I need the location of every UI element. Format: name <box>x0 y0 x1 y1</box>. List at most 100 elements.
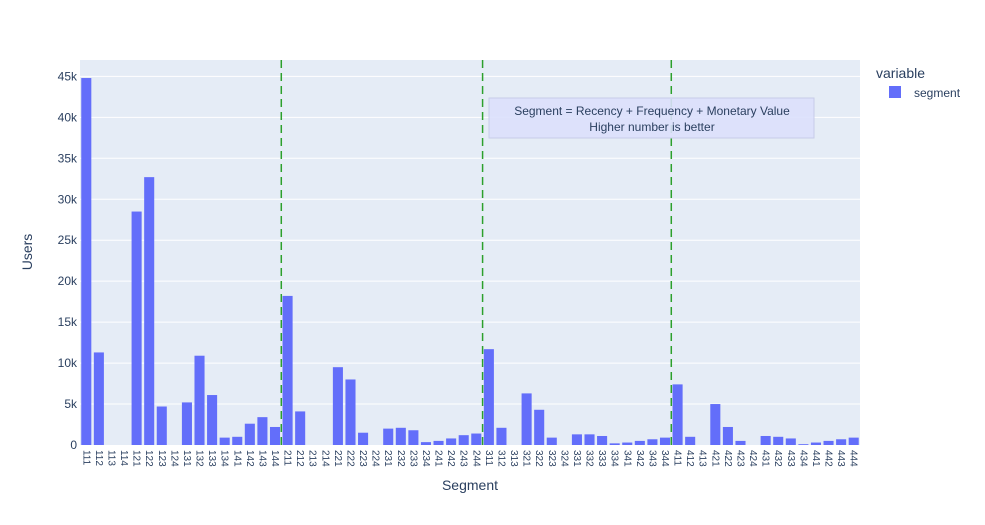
bar-143[interactable] <box>257 417 268 445</box>
bar-333[interactable] <box>597 435 608 445</box>
y-tick-label: 35k <box>58 151 78 165</box>
x-tick-label: 342 <box>634 450 645 467</box>
bar-242[interactable] <box>446 438 457 445</box>
x-tick-label: 133 <box>206 450 217 467</box>
bar-322[interactable] <box>534 409 545 445</box>
x-tick-label: 232 <box>395 450 406 467</box>
bar-312[interactable] <box>496 427 507 445</box>
x-tick-label: 331 <box>571 450 582 467</box>
bar-222[interactable] <box>345 379 356 445</box>
bar-431[interactable] <box>760 435 771 445</box>
x-tick-labels: 111 112 113 114 121 122 123 124 131 132 133 134 141 1… <box>80 450 858 467</box>
bar-121[interactable] <box>131 211 142 445</box>
bar-443[interactable] <box>836 439 847 445</box>
bar-221[interactable] <box>332 367 343 445</box>
x-tick-label: 421 <box>709 450 720 467</box>
bar-311[interactable] <box>483 349 494 445</box>
x-tick-label: 424 <box>747 450 758 467</box>
bar-132[interactable] <box>194 355 205 445</box>
x-tick-label: 141 <box>231 450 242 467</box>
annotation-line-2: Higher number is better <box>589 120 714 134</box>
y-tick-label: 30k <box>58 192 78 206</box>
x-tick-label: 221 <box>332 450 343 467</box>
bar-211[interactable] <box>282 295 293 445</box>
x-tick-label: 344 <box>659 450 670 467</box>
bar-323[interactable] <box>546 437 557 445</box>
bar-142[interactable] <box>244 423 255 445</box>
x-tick-label: 442 <box>823 450 834 467</box>
x-tick-label: 422 <box>722 450 733 467</box>
bar-133[interactable] <box>207 395 218 445</box>
x-tick-label: 244 <box>470 450 481 467</box>
x-tick-label: 132 <box>194 450 205 467</box>
bar-243[interactable] <box>458 435 469 445</box>
x-tick-label: 322 <box>533 450 544 467</box>
bar-223[interactable] <box>358 432 369 445</box>
x-tick-label: 213 <box>307 450 318 467</box>
bar-434[interactable] <box>798 444 809 445</box>
x-tick-label: 234 <box>420 450 431 467</box>
bar-321[interactable] <box>521 393 532 445</box>
x-tick-label: 332 <box>584 450 595 467</box>
legend-label-segment[interactable]: segment <box>914 86 961 100</box>
bar-123[interactable] <box>156 406 167 446</box>
x-tick-label: 413 <box>697 450 708 467</box>
bar-342[interactable] <box>634 440 645 445</box>
bar-331[interactable] <box>571 434 582 445</box>
y-tick-label: 0 <box>70 438 77 452</box>
bar-422[interactable] <box>722 426 733 445</box>
bar-444[interactable] <box>848 437 859 445</box>
x-tick-label: 334 <box>609 450 620 467</box>
bar-334[interactable] <box>609 443 620 445</box>
bar-423[interactable] <box>735 440 746 445</box>
x-tick-label: 434 <box>797 450 808 467</box>
bar-341[interactable] <box>622 442 633 445</box>
x-tick-label: 241 <box>433 450 444 467</box>
bar-141[interactable] <box>232 436 243 445</box>
bar-433[interactable] <box>785 438 796 445</box>
x-tick-label: 113 <box>105 450 116 466</box>
bar-412[interactable] <box>685 436 696 445</box>
bar-441[interactable] <box>810 442 821 445</box>
bar-212[interactable] <box>295 411 306 445</box>
bar-232[interactable] <box>395 427 406 445</box>
bar-344[interactable] <box>659 437 671 445</box>
bar-332[interactable] <box>584 434 595 445</box>
x-tick-label: 441 <box>810 450 821 467</box>
bar-233[interactable] <box>408 430 419 445</box>
bar-343[interactable] <box>647 439 658 445</box>
x-tick-label: 212 <box>294 450 305 467</box>
bar-234[interactable] <box>420 442 431 445</box>
bar-122[interactable] <box>144 177 155 445</box>
x-tick-label: 432 <box>772 450 783 467</box>
bar-231[interactable] <box>383 428 394 445</box>
x-tick-label: 324 <box>558 450 569 467</box>
y-tick-label: 40k <box>58 110 78 124</box>
bar-411[interactable] <box>672 384 683 445</box>
bar-421[interactable] <box>710 404 721 445</box>
x-tick-label: 224 <box>370 450 381 467</box>
x-tick-label: 123 <box>156 450 167 467</box>
bar-112[interactable] <box>93 352 104 445</box>
x-tick-label: 144 <box>269 450 280 467</box>
bar-134[interactable] <box>219 437 230 445</box>
x-tick-label: 131 <box>181 450 192 467</box>
x-tick-label: 444 <box>848 450 859 467</box>
bar-244[interactable] <box>471 433 482 445</box>
y-tick-label: 20k <box>58 274 78 288</box>
x-tick-label: 312 <box>495 450 506 467</box>
x-tick-label: 223 <box>357 450 368 467</box>
x-tick-label: 121 <box>131 450 142 467</box>
x-tick-label: 443 <box>835 450 846 467</box>
x-tick-label: 124 <box>168 450 179 467</box>
x-tick-label: 214 <box>319 450 330 467</box>
bar-131[interactable] <box>181 402 192 445</box>
bars <box>81 78 859 446</box>
bar-111[interactable] <box>81 78 92 446</box>
legend-swatch-segment[interactable] <box>889 86 901 98</box>
bar-144[interactable] <box>269 426 281 445</box>
bar-241[interactable] <box>433 440 444 445</box>
x-tick-label: 243 <box>458 450 469 467</box>
bar-442[interactable] <box>823 440 834 445</box>
bar-432[interactable] <box>773 436 784 445</box>
